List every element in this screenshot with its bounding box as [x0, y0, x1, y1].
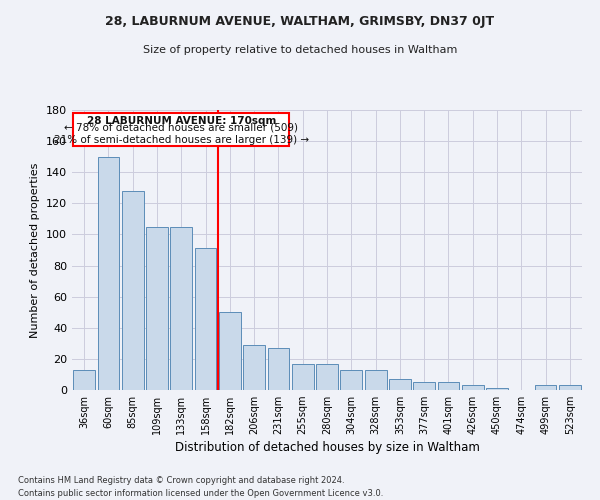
Bar — [535, 386, 556, 390]
Text: Size of property relative to detached houses in Waltham: Size of property relative to detached ho… — [143, 45, 457, 55]
Text: Contains HM Land Registry data © Crown copyright and database right 2024.
Contai: Contains HM Land Registry data © Crown c… — [18, 476, 383, 498]
Bar — [73, 113, 289, 146]
Bar — [97, 156, 119, 390]
Bar — [559, 386, 581, 390]
Text: 28, LABURNUM AVENUE, WALTHAM, GRIMSBY, DN37 0JT: 28, LABURNUM AVENUE, WALTHAM, GRIMSBY, D… — [106, 15, 494, 28]
Bar — [73, 370, 95, 390]
Text: ← 78% of detached houses are smaller (509): ← 78% of detached houses are smaller (50… — [64, 123, 298, 133]
Bar — [365, 370, 386, 390]
Bar — [413, 382, 435, 390]
Y-axis label: Number of detached properties: Number of detached properties — [31, 162, 40, 338]
Bar — [268, 348, 289, 390]
Bar — [122, 191, 143, 390]
Text: 28 LABURNUM AVENUE: 170sqm: 28 LABURNUM AVENUE: 170sqm — [86, 116, 276, 126]
Bar — [170, 226, 192, 390]
Bar — [462, 386, 484, 390]
Text: 21% of semi-detached houses are larger (139) →: 21% of semi-detached houses are larger (… — [54, 134, 309, 144]
Bar — [389, 379, 411, 390]
Bar — [194, 248, 217, 390]
Bar — [219, 312, 241, 390]
Bar — [486, 388, 508, 390]
Bar — [437, 382, 460, 390]
Bar — [243, 345, 265, 390]
Bar — [340, 370, 362, 390]
Bar — [316, 364, 338, 390]
X-axis label: Distribution of detached houses by size in Waltham: Distribution of detached houses by size … — [175, 442, 479, 454]
Bar — [146, 226, 168, 390]
Bar — [292, 364, 314, 390]
